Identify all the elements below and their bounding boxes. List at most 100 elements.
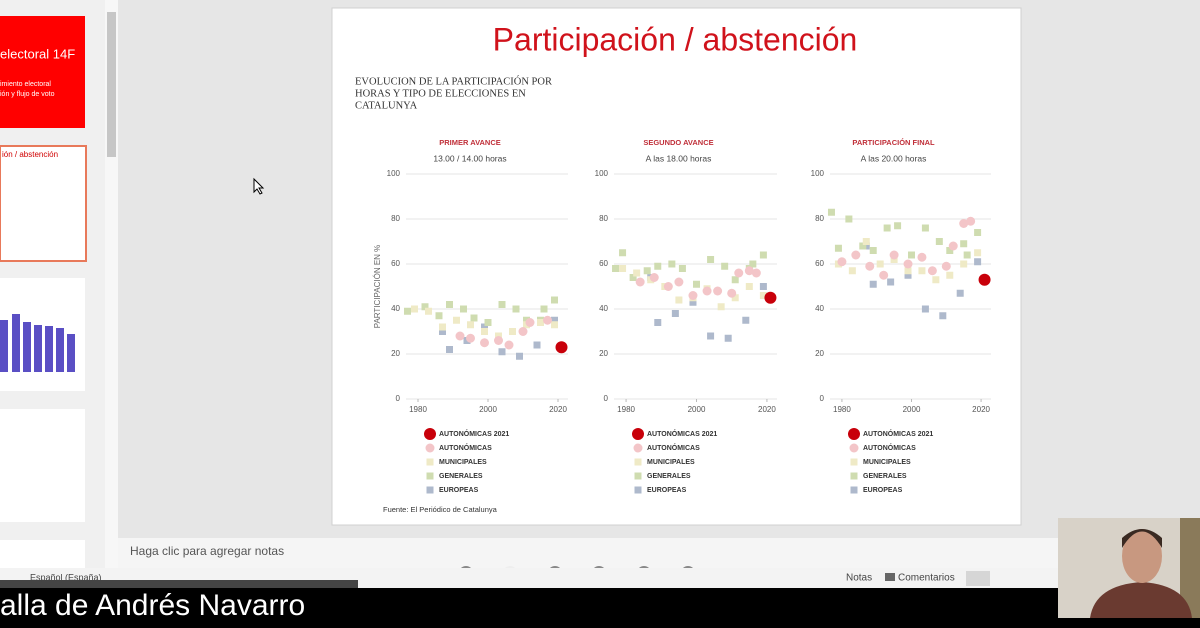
legend-label: MUNICIPALES [439,459,487,466]
point [425,307,432,315]
point [439,328,446,335]
language[interactable]: Español (España) [30,572,102,582]
point [619,249,627,257]
x-tick-label: 2000 [479,405,497,414]
point [629,274,637,281]
chart-subtitle: A las 20.00 horas [861,153,927,163]
point [453,316,460,324]
comments-button[interactable]: Comentarios [898,573,955,584]
point [504,340,514,350]
thumb-text: ión y flujo de voto [0,91,55,98]
point [908,251,915,259]
y-tick-label: 40 [815,304,824,313]
point [869,280,877,288]
y-tick-label: 0 [820,394,825,403]
thumb-text: imiento electoral [0,81,51,88]
point [764,291,777,304]
legend-label: GENERALES [647,473,691,480]
point [411,305,418,313]
point [848,267,856,275]
webcam-face [1122,529,1162,583]
point [516,352,523,360]
point [927,266,937,276]
legend-label: AUTONÓMICAS 2021 [647,429,717,438]
point [837,257,847,267]
webcam-hair [1122,529,1162,548]
legend-marker [424,428,436,440]
legend-marker [426,458,434,466]
x-tick-label: 2020 [758,405,776,414]
point [702,286,712,296]
point [435,312,443,320]
heading-line: EVOLUCION DE LA PARTICIPACIÓN POR [355,75,552,87]
point [959,219,969,228]
x-tick-label: 1980 [617,405,635,414]
notes-pane[interactable] [118,538,1200,568]
thumbnail-4[interactable] [0,409,85,522]
point [956,289,964,297]
point [921,305,929,313]
point [446,301,453,308]
legend-marker [634,486,642,494]
point [932,276,940,284]
point [862,238,870,245]
x-tick-label: 2020 [549,405,567,414]
y-tick-label: 40 [391,304,400,313]
point [678,265,686,272]
point [537,319,544,326]
point [717,303,725,311]
point [731,294,739,302]
point [904,267,912,275]
comments-icon [885,573,895,581]
point [543,315,552,325]
thumbnail-5[interactable] [0,540,85,568]
point [518,327,528,336]
thumb-bars [0,314,75,372]
y-axis-label: PARTICIPACIÓN EN % [373,245,382,329]
notes-placeholder[interactable]: Haga clic para agregar notas [130,544,284,558]
point [734,268,744,278]
legend-marker [850,486,858,494]
point [827,208,835,216]
point [759,283,767,290]
thumbnail-1[interactable] [0,16,85,128]
notes-button[interactable]: Notas [846,573,872,584]
point [903,259,913,269]
point [446,346,453,353]
point [555,341,568,354]
view-normal[interactable] [966,571,990,586]
point [887,278,895,286]
scroll-thumb[interactable] [107,12,116,157]
x-tick-label: 2000 [688,405,706,414]
legend-marker [848,428,860,440]
webcam-person [1090,582,1192,618]
y-tick-label: 0 [604,394,609,403]
point [421,303,429,311]
y-tick-label: 80 [599,214,608,223]
heading-line: CATALUNYA [355,100,418,111]
point [551,296,558,304]
point [654,262,662,270]
point [707,256,715,263]
point [481,323,488,331]
point [845,215,853,223]
point [879,270,889,280]
legend-marker [850,458,858,466]
point [974,229,982,236]
point [713,286,723,296]
point [635,277,645,287]
point [663,282,673,291]
thumbnail-2[interactable] [0,145,87,262]
point [439,323,446,331]
chart-subtitle: A las 18.00 horas [646,153,712,163]
y-tick-label: 60 [599,259,608,268]
point [693,280,700,288]
point [731,276,739,284]
legend-label: AUTONÓMICAS [647,443,700,452]
legend-label: AUTONÓMICAS [863,443,916,452]
legend-label: AUTONÓMICAS 2021 [863,429,933,438]
legend-label: EUROPEAS [863,487,903,494]
y-tick-label: 100 [387,169,401,178]
point [946,271,954,279]
legend-marker [850,472,858,480]
